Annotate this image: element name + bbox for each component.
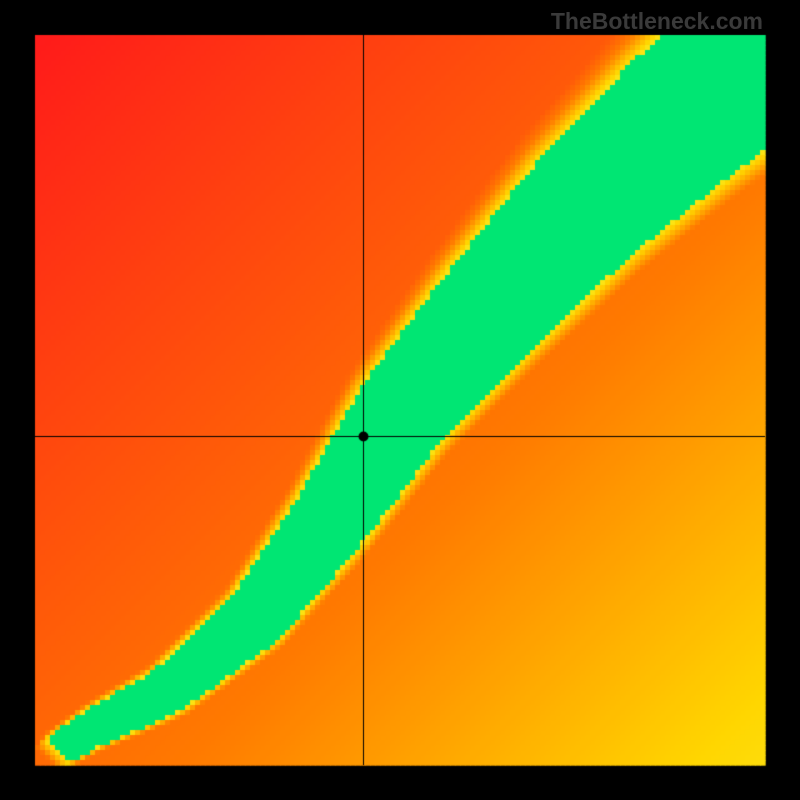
chart-container: TheBottleneck.com (0, 0, 800, 800)
watermark-text: TheBottleneck.com (551, 8, 763, 35)
bottleneck-heatmap (0, 0, 800, 800)
